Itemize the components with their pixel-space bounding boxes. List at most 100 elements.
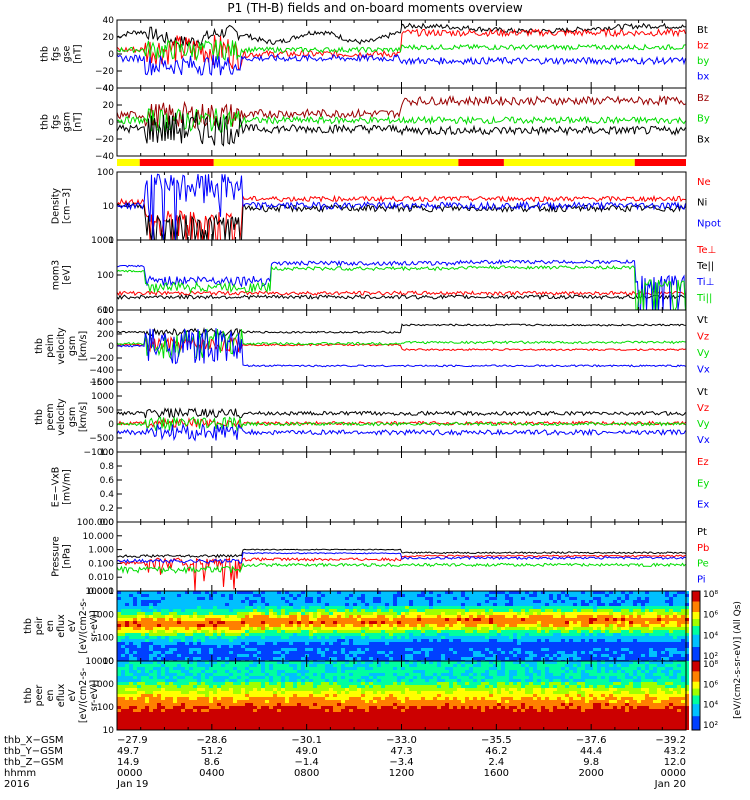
heatmap-cell	[641, 633, 645, 636]
heatmap-cell	[545, 615, 549, 618]
heatmap-cell	[661, 645, 665, 648]
heatmap-cell	[493, 615, 497, 618]
heatmap-cell	[129, 709, 133, 712]
heatmap-cell	[389, 642, 393, 645]
heatmap-cell	[145, 724, 149, 727]
heatmap-cell	[521, 654, 525, 657]
heatmap-cell	[153, 591, 157, 594]
heatmap-cell	[509, 591, 513, 594]
heatmap-cell	[329, 612, 333, 615]
heatmap-cell	[457, 648, 461, 651]
heatmap-cell	[341, 703, 345, 706]
heatmap-cell	[193, 657, 197, 660]
heatmap-cell	[657, 627, 661, 630]
heatmap-cell	[377, 651, 381, 654]
heatmap-cell	[129, 621, 133, 624]
heatmap-cell	[133, 657, 137, 660]
heatmap-cell	[441, 597, 445, 600]
heatmap-cell	[565, 642, 569, 645]
heatmap-cell	[121, 718, 125, 721]
legend-entry: Ti||	[696, 293, 712, 304]
heatmap-cell	[241, 694, 245, 697]
heatmap-cell	[233, 636, 237, 639]
heatmap-cell	[181, 621, 185, 624]
heatmap-cell	[453, 600, 457, 603]
heatmap-cell	[301, 673, 305, 676]
heatmap-cell	[177, 715, 181, 718]
heatmap-cell	[477, 609, 481, 612]
heatmap-cell	[265, 615, 269, 618]
heatmap-cell	[313, 591, 317, 594]
heatmap-cell	[349, 645, 353, 648]
heatmap-cell	[301, 676, 305, 679]
heatmap-cell	[189, 703, 193, 706]
heatmap-cell	[185, 664, 189, 667]
heatmap-cell	[193, 703, 197, 706]
heatmap-cell	[365, 603, 369, 606]
heatmap-cell	[121, 685, 125, 688]
heatmap-cell	[385, 600, 389, 603]
heatmap-cell	[325, 682, 329, 685]
heatmap-cell	[173, 712, 177, 715]
heatmap-cell	[405, 657, 409, 660]
heatmap-cell	[189, 685, 193, 688]
heatmap-cell	[305, 642, 309, 645]
heatmap-cell	[385, 609, 389, 612]
heatmap-cell	[169, 597, 173, 600]
heatmap-cell	[317, 697, 321, 700]
heatmap-cell	[229, 712, 233, 715]
heatmap-cell	[329, 709, 333, 712]
heatmap-cell	[597, 648, 601, 651]
heatmap-cell	[121, 630, 125, 633]
heatmap-cell	[501, 636, 505, 639]
heatmap-cell	[617, 609, 621, 612]
heatmap-cell	[273, 685, 277, 688]
heatmap-cell	[169, 621, 173, 624]
heatmap-cell	[117, 600, 121, 603]
heatmap-cell	[497, 633, 501, 636]
heatmap-cell	[293, 706, 297, 709]
heatmap-cell	[261, 700, 265, 703]
heatmap-cell	[305, 609, 309, 612]
heatmap-cell	[637, 636, 641, 639]
heatmap-cell	[473, 642, 477, 645]
heatmap-cell	[281, 609, 285, 612]
heatmap-cell	[169, 718, 173, 721]
heatmap-cell	[201, 597, 205, 600]
heatmap-cell	[661, 654, 665, 657]
heatmap-cell	[545, 657, 549, 660]
heatmap-cell	[217, 654, 221, 657]
heatmap-cell	[665, 594, 669, 597]
heatmap-cell	[585, 603, 589, 606]
heatmap-cell	[525, 618, 529, 621]
heatmap-cell	[157, 688, 161, 691]
heatmap-cell	[413, 624, 417, 627]
heatmap-cell	[533, 636, 537, 639]
heatmap-cell	[221, 609, 225, 612]
heatmap-cell	[373, 630, 377, 633]
heatmap-cell	[469, 651, 473, 654]
heatmap-cell	[465, 651, 469, 654]
heatmap-cell	[173, 709, 177, 712]
heatmap-cell	[609, 597, 613, 600]
heatmap-cell	[441, 627, 445, 630]
heatmap-cell	[221, 606, 225, 609]
heatmap-cell	[397, 597, 401, 600]
heatmap-cell	[309, 682, 313, 685]
heatmap-cell	[457, 657, 461, 660]
heatmap-cell	[305, 615, 309, 618]
heatmap-cell	[157, 661, 161, 664]
heatmap-cell	[193, 679, 197, 682]
heatmap-cell	[481, 612, 485, 615]
heatmap-cell	[261, 657, 265, 660]
heatmap-cell	[605, 636, 609, 639]
heatmap-cell	[405, 633, 409, 636]
heatmap-cell	[269, 724, 273, 727]
heatmap-cell	[165, 685, 169, 688]
heatmap-cell	[273, 648, 277, 651]
heatmap-cell	[425, 615, 429, 618]
heatmap-cell	[181, 679, 185, 682]
heatmap-cell	[677, 624, 681, 627]
heatmap-cell	[561, 594, 565, 597]
